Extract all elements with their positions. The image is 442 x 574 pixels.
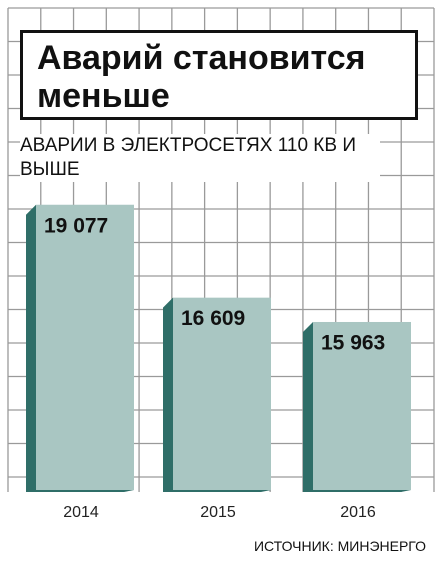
value-label: 15 963: [321, 332, 385, 355]
bar: [36, 204, 134, 490]
x-tick-label: 2014: [63, 504, 99, 521]
x-tick-label: 2015: [200, 504, 236, 521]
chart-subtitle: АВАРИИ В ЭЛЕКТРОСЕТЯХ 110 КВ И ВЫШЕ: [20, 134, 380, 182]
value-label: 19 077: [44, 214, 108, 237]
value-label: 16 609: [181, 307, 245, 330]
title-box: Аварий становится меньше: [20, 30, 418, 120]
bar: [173, 297, 271, 490]
chart-title: Аварий становится меньше: [37, 39, 366, 115]
x-tick-label: 2016: [340, 504, 376, 521]
source-note: ИСТОЧНИК: МИНЭНЕРГО: [253, 538, 426, 554]
bar: [313, 321, 411, 490]
